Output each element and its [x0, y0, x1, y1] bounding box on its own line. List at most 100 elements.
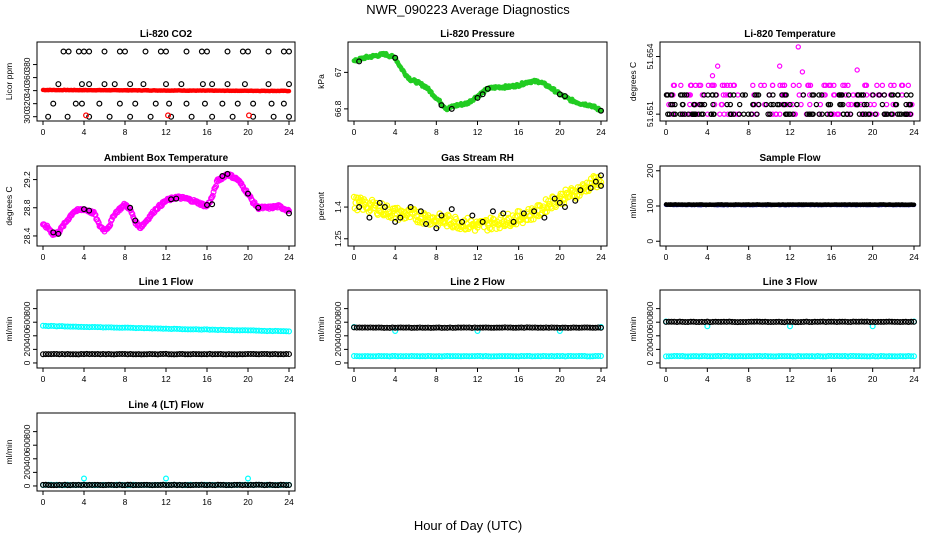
point-reference-standards [728, 111, 734, 117]
point-reference-standards [86, 48, 93, 55]
point-averaged [897, 353, 904, 360]
point-reference-standards [710, 101, 716, 108]
point-reference-standards [803, 318, 810, 325]
point-reference-standards [701, 319, 708, 326]
point-reference-standards [157, 351, 164, 358]
point-averaged [264, 328, 271, 335]
point-reference-standards [228, 482, 235, 489]
point-averaged [411, 353, 418, 360]
point-reference-standards [184, 482, 191, 489]
point-reference-standards [708, 111, 714, 117]
point-reference-standards [253, 351, 260, 358]
point-reference-standards [351, 324, 358, 331]
x-tick-label: 8 [123, 497, 128, 507]
point-averaged [790, 82, 797, 89]
point-reference-standards [809, 318, 816, 325]
point-reference-standards [80, 206, 87, 213]
point-averaged [573, 353, 580, 360]
point-reference-standards [806, 318, 813, 325]
point-averaged [847, 352, 854, 359]
point-reference-standards [130, 351, 137, 358]
point-averaged [130, 324, 137, 331]
point-reference-standards [677, 111, 683, 117]
point-reference-standards [286, 113, 293, 120]
point-averaged [239, 327, 246, 334]
point-averaged [253, 327, 260, 334]
point-averaged [430, 353, 437, 360]
point-averaged [75, 323, 82, 330]
panel-pressure: Li-820 Pressure kPa 0 4 8 12 16 20 24 66.8 67 [316, 29, 608, 137]
point-reference-standards [697, 101, 703, 108]
point-reference-standards [466, 324, 473, 331]
point-reference-standards [163, 48, 170, 55]
point-reference-standards [499, 324, 506, 331]
x-tick-label: 4 [705, 252, 710, 262]
y-axis-label: ml/min [628, 193, 638, 218]
point-averaged [365, 208, 373, 215]
point-averaged [828, 353, 835, 360]
point-averaged [217, 326, 224, 333]
point-reference-standards [168, 113, 175, 120]
point-reference-standards [89, 481, 96, 488]
x-tick-label: 20 [243, 497, 253, 507]
point-averaged [190, 326, 197, 333]
point-reference-standards [701, 101, 708, 108]
point-averaged [195, 326, 202, 333]
x-tick-label: 20 [243, 127, 253, 137]
point-averaged [807, 101, 813, 108]
point-reference-standards [149, 482, 156, 489]
point-averaged [389, 353, 396, 360]
y-tick-label: 100 [645, 199, 655, 213]
plot-area [39, 475, 293, 489]
point-reference-standards [845, 92, 852, 98]
point-reference-standards [89, 351, 96, 358]
point-reference-standards [201, 100, 208, 107]
point-averaged [551, 353, 558, 360]
point-reference-standards [403, 324, 410, 331]
point-averaged [171, 325, 178, 332]
point-averaged [888, 353, 895, 360]
x-tick-label: 0 [41, 127, 46, 137]
point-averaged [685, 353, 692, 360]
point-reference-standards [762, 318, 769, 325]
point-averaged [490, 353, 497, 360]
point-averaged [422, 212, 429, 219]
point-averaged [809, 353, 816, 360]
point-reference-standards [224, 81, 231, 88]
point-reference-standards [754, 111, 760, 117]
point-reference-standards [223, 351, 230, 358]
x-tick-label: 16 [202, 497, 212, 507]
point-reference-standards [869, 318, 876, 325]
point-averaged [875, 353, 882, 360]
point-averaged [879, 82, 886, 89]
point-reference-standards [898, 111, 904, 117]
point-averaged [592, 352, 599, 359]
point-reference-standards [565, 324, 572, 331]
point-reference-standards [160, 481, 167, 488]
point-reference-standards [86, 481, 93, 488]
point-averaged [864, 353, 871, 360]
point-reference-standards [183, 48, 190, 55]
y-tick-label: 0 [22, 483, 32, 488]
y-tick-label: 67 [333, 67, 343, 77]
point-averaged [436, 353, 443, 360]
point-reference-standards [91, 351, 98, 358]
point-averaged [519, 219, 526, 227]
point-averaged [247, 327, 254, 334]
point-reference-standards [141, 351, 148, 358]
point-averaged [512, 353, 519, 360]
x-tick-label: 24 [596, 374, 606, 384]
point-reference-standards [113, 351, 120, 358]
point-reference-standards [865, 111, 872, 117]
point-reference-standards [820, 318, 827, 325]
point-averaged [693, 353, 700, 360]
point-reference-standards [906, 101, 912, 108]
point-reference-standards [701, 92, 707, 98]
point-reference-standards [48, 482, 55, 489]
point-reference-standards [723, 318, 730, 325]
point-reference-standards [577, 187, 584, 194]
point-averaged [59, 323, 66, 330]
point-reference-standards [270, 113, 277, 120]
point-averaged [687, 92, 694, 98]
y-tick-label: 400 [333, 328, 343, 342]
